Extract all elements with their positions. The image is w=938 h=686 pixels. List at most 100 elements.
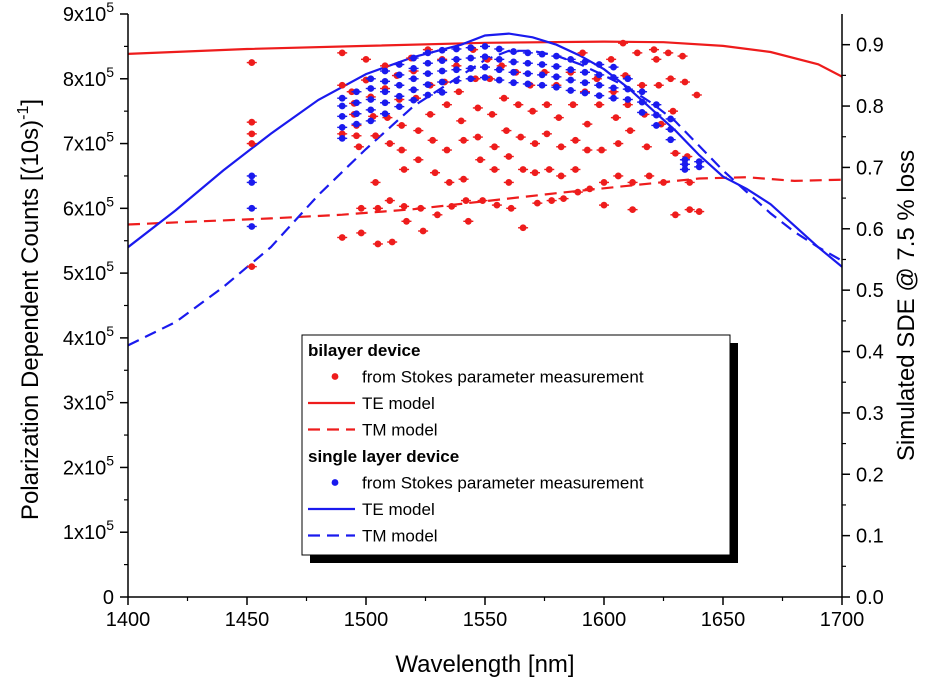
single-layer-data-point <box>695 163 703 171</box>
legend-entry-label: from Stokes parameter measurement <box>362 474 644 493</box>
bilayer-data-point <box>493 201 501 209</box>
bilayer-data-point <box>548 197 556 204</box>
single-layer-data-point <box>595 71 603 79</box>
single-layer-data-point <box>510 79 517 87</box>
x-tick-label: 1450 <box>225 609 270 631</box>
single-layer-data-point <box>438 88 446 96</box>
legend: bilayer device from Stokes parameter meas… <box>301 334 738 563</box>
bilayer-data-point <box>572 136 579 144</box>
bilayer-data-point <box>517 133 525 141</box>
bilayer-data-point <box>491 143 498 151</box>
bilayer-data-point <box>679 52 686 60</box>
y2-tick-label: 0.2 <box>856 464 884 486</box>
plot-points <box>246 39 705 271</box>
single-layer-data-point <box>410 96 417 104</box>
single-layer-data-point <box>581 89 589 97</box>
bilayer-data-point <box>660 179 667 186</box>
single-layer-data-point <box>453 66 460 74</box>
bilayer-data-point <box>372 132 379 140</box>
single-layer-data-point <box>395 61 403 68</box>
x-tick-label: 1550 <box>463 609 508 631</box>
bilayer-data-point <box>652 55 660 63</box>
bilayer-data-point <box>417 204 425 212</box>
single-layer-data-point <box>353 99 360 107</box>
bilayer-data-point <box>638 81 646 89</box>
bilayer-data-point <box>386 197 394 204</box>
bilayer-data-point <box>419 227 427 235</box>
bilayer-data-point <box>491 166 498 173</box>
single-layer-data-point <box>338 94 346 102</box>
single-layer-data-point <box>481 63 489 71</box>
bilayer-data-point <box>338 234 346 241</box>
bilayer-data-point <box>355 143 363 151</box>
y2-tick-label: 0.4 <box>856 342 884 364</box>
y-tick-label: 0 <box>103 587 114 609</box>
bilayer-data-point <box>248 130 256 138</box>
bilayer-data-point <box>629 206 636 214</box>
bilayer-data-point <box>429 136 437 144</box>
single-layer-data-point <box>652 101 660 109</box>
bilayer-data-point <box>462 197 470 204</box>
bilayer-data-point <box>338 81 346 89</box>
bilayer-data-point <box>414 127 422 134</box>
single-layer-data-point <box>438 57 446 65</box>
single-layer-data-point <box>248 179 256 186</box>
single-layer-data-point <box>667 136 675 144</box>
bilayer-data-point <box>543 130 551 138</box>
single-layer-data-point <box>481 53 489 61</box>
single-layer-data-point <box>681 166 689 173</box>
bilayer-data-point <box>672 149 679 157</box>
single-layer-data-point <box>638 98 646 106</box>
bilayer-data-point <box>531 169 539 177</box>
legend-marker-dot <box>331 373 339 380</box>
single-layer-data-point <box>495 45 503 53</box>
single-layer-data-point <box>595 81 603 89</box>
single-layer-data-point <box>567 87 575 94</box>
single-layer-data-point <box>395 103 403 111</box>
single-layer-data-point <box>248 204 256 212</box>
legend-entry-label: TE model <box>362 394 435 413</box>
bilayer-data-point <box>448 202 456 210</box>
single-layer-data-point <box>248 172 256 180</box>
single-layer-tm-model-line <box>128 49 842 347</box>
bilayer-data-point <box>398 146 406 154</box>
single-layer-data-point <box>481 42 489 50</box>
bilayer-data-point <box>655 81 663 89</box>
bilayer-data-point <box>353 132 360 140</box>
single-layer-data-point <box>424 91 432 99</box>
bilayer-data-point <box>633 49 641 57</box>
bilayer-data-point <box>531 140 539 147</box>
single-layer-data-point <box>467 54 475 62</box>
bilayer-data-point <box>398 122 406 129</box>
bilayer-data-point <box>403 217 410 225</box>
single-layer-data-point <box>467 44 475 52</box>
single-layer-data-point <box>553 83 560 91</box>
bilayer-data-point <box>614 172 622 180</box>
single-layer-data-point <box>595 61 603 68</box>
single-layer-data-point <box>453 55 460 63</box>
single-layer-data-point <box>395 71 403 79</box>
single-layer-data-point <box>338 102 346 110</box>
single-layer-data-point <box>553 73 560 81</box>
bilayer-data-point <box>626 127 634 134</box>
x-tick-label: 1400 <box>106 609 151 631</box>
single-layer-data-point <box>438 67 446 75</box>
bilayer-data-point <box>474 104 482 112</box>
bilayer-data-point <box>386 140 394 147</box>
single-layer-data-point <box>248 223 256 230</box>
bilayer-data-point <box>533 199 541 207</box>
bilayer-data-point <box>519 166 527 173</box>
bilayer-data-point <box>362 55 370 63</box>
bilayer-data-point <box>507 204 515 212</box>
single-layer-data-point <box>581 58 589 66</box>
x-tick-label: 1700 <box>820 609 865 631</box>
single-layer-data-point <box>553 52 560 60</box>
single-layer-data-point <box>353 88 360 96</box>
bilayer-data-point <box>624 101 632 109</box>
y-tick-label: 6x105 <box>63 193 114 220</box>
single-layer-data-point <box>410 86 417 94</box>
bilayer-data-point <box>248 263 256 271</box>
single-layer-data-point <box>395 92 403 100</box>
bilayer-data-point <box>372 179 379 186</box>
y2-axis-title: Simulated SDE @ 7.5 % loss <box>893 150 920 461</box>
